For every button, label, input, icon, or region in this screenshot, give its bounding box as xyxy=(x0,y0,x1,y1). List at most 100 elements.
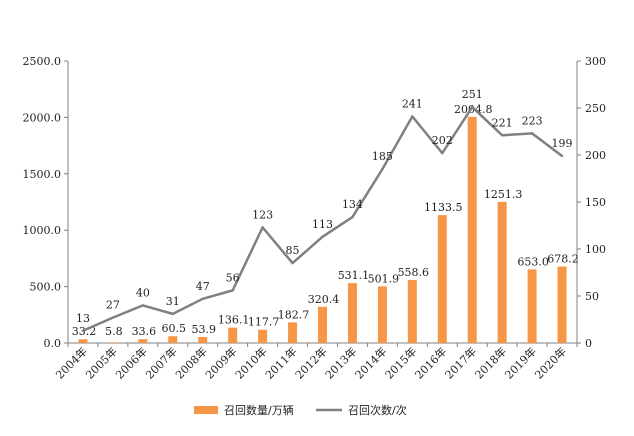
line-data-label: 202 xyxy=(432,134,453,147)
bar xyxy=(467,116,477,344)
bar-data-label: 501.9 xyxy=(368,272,400,285)
legend-bar-label: 召回数量/万辆 xyxy=(224,403,294,417)
x-tick-label: 2007年 xyxy=(142,344,179,381)
line-data-label: 85 xyxy=(286,244,300,257)
line-point xyxy=(351,215,354,219)
bar-data-label: 136.1 xyxy=(218,314,250,327)
line-point xyxy=(560,154,564,158)
bar xyxy=(258,329,268,343)
x-tick-label: 2020年 xyxy=(532,344,569,381)
y-right-tick-label: 150 xyxy=(585,196,606,209)
bar xyxy=(288,322,298,343)
line-data-label: 27 xyxy=(106,299,120,312)
y-left-tick-label: 2000.0 xyxy=(23,111,62,124)
bar xyxy=(347,283,357,343)
bar-data-label: 5.8 xyxy=(105,325,123,338)
bar-series xyxy=(78,116,567,344)
line-data-label: 13 xyxy=(76,312,90,325)
y-right-tick-label: 250 xyxy=(585,102,606,115)
x-tick-label: 2017年 xyxy=(442,344,479,381)
bar xyxy=(318,306,327,343)
x-tick-label: 2014年 xyxy=(352,344,389,381)
bar xyxy=(437,215,447,343)
legend-line-label: 召回次数/次 xyxy=(348,403,407,417)
x-tick-label: 2016年 xyxy=(412,344,449,381)
line-point xyxy=(171,312,174,316)
bar-data-label: 531.1 xyxy=(338,269,370,282)
bar-data-label: 1133.5 xyxy=(424,201,463,214)
line-point xyxy=(471,105,474,109)
line-point xyxy=(111,316,115,319)
line-point xyxy=(500,134,504,137)
line-point xyxy=(291,261,294,265)
line-data-label: 241 xyxy=(402,97,423,110)
x-tick-labels: 2004年2005年2006年2007年2008年2009年2010年2011年… xyxy=(53,344,570,381)
bar xyxy=(557,266,567,343)
x-tick-label: 2013年 xyxy=(322,344,359,381)
line-data-label: 123 xyxy=(252,208,273,221)
bar-data-label: 117.7 xyxy=(248,316,280,329)
x-tick-label: 2006年 xyxy=(112,344,149,381)
bar xyxy=(138,339,148,343)
x-tick-label: 2019年 xyxy=(502,344,539,381)
line-point xyxy=(321,235,324,238)
bar xyxy=(228,327,238,343)
x-tick-label: 2012年 xyxy=(292,344,329,381)
line-data-label: 185 xyxy=(372,150,393,163)
line-point xyxy=(261,226,264,229)
y-right-tick-label: 200 xyxy=(585,149,606,162)
line-point xyxy=(441,151,444,155)
bar xyxy=(168,336,178,343)
bar xyxy=(198,336,208,343)
bar-data-label: 33.6 xyxy=(132,325,157,338)
x-tick-label: 2011年 xyxy=(262,344,299,381)
y-left-tick-label: 0.0 xyxy=(44,337,62,350)
x-tick-label: 2009年 xyxy=(202,344,239,381)
line-data-label: 223 xyxy=(522,114,543,127)
line-data-label: 221 xyxy=(492,116,513,129)
y-left-tick-label: 500.0 xyxy=(30,281,62,294)
bar-data-label: 1251.3 xyxy=(484,188,523,201)
bar-data-label: 60.5 xyxy=(162,322,187,335)
bar xyxy=(108,342,118,343)
chart-legend: 召回数量/万辆 召回次数/次 xyxy=(194,403,407,417)
bar-data-label: 53.9 xyxy=(191,323,216,336)
x-tick-label: 2010年 xyxy=(232,344,269,381)
line-data-label: 113 xyxy=(312,218,333,231)
chart-axes: 0.0 500.0 1000.0 1500.0 2000.0 2500.0 0 50 100 15… xyxy=(23,55,607,350)
y-right-tick-label: 50 xyxy=(585,290,599,303)
line-data-label: 134 xyxy=(342,198,363,211)
line-point xyxy=(81,329,85,332)
line-point xyxy=(201,297,204,301)
bar xyxy=(78,339,88,343)
line-point xyxy=(381,167,384,171)
bar xyxy=(497,201,507,343)
y-left-tick-label: 1500.0 xyxy=(23,168,62,181)
bar-data-label: 678.2 xyxy=(547,252,579,265)
line-point xyxy=(411,115,414,118)
x-tick-label: 2005年 xyxy=(83,344,120,381)
bar-data-label: 182.7 xyxy=(278,308,310,321)
bar-data-label: 558.6 xyxy=(398,266,430,279)
line-data-label: 31 xyxy=(166,295,180,308)
y-left-tick-label: 1000.0 xyxy=(23,224,62,237)
line-point xyxy=(530,132,534,135)
legend-bar-swatch xyxy=(194,406,218,414)
bar xyxy=(407,279,417,343)
line-data-label: 251 xyxy=(462,88,483,101)
bar-data-label: 320.4 xyxy=(308,293,340,306)
line-data-label: 47 xyxy=(196,280,210,293)
line-series xyxy=(81,105,564,332)
bar xyxy=(377,286,387,343)
line-data-label: 56 xyxy=(226,271,240,284)
x-tick-label: 2018年 xyxy=(472,344,509,381)
y-right-tick-label: 100 xyxy=(585,243,606,256)
line-data-label: 40 xyxy=(136,286,150,299)
y-right-tick-label: 300 xyxy=(585,55,606,68)
y-left-tick-label: 2500.0 xyxy=(23,55,62,68)
x-tick-label: 2008年 xyxy=(172,344,209,381)
bar-data-label: 653.0 xyxy=(517,255,549,268)
line-data-label: 199 xyxy=(552,137,573,150)
line-point xyxy=(141,304,145,307)
